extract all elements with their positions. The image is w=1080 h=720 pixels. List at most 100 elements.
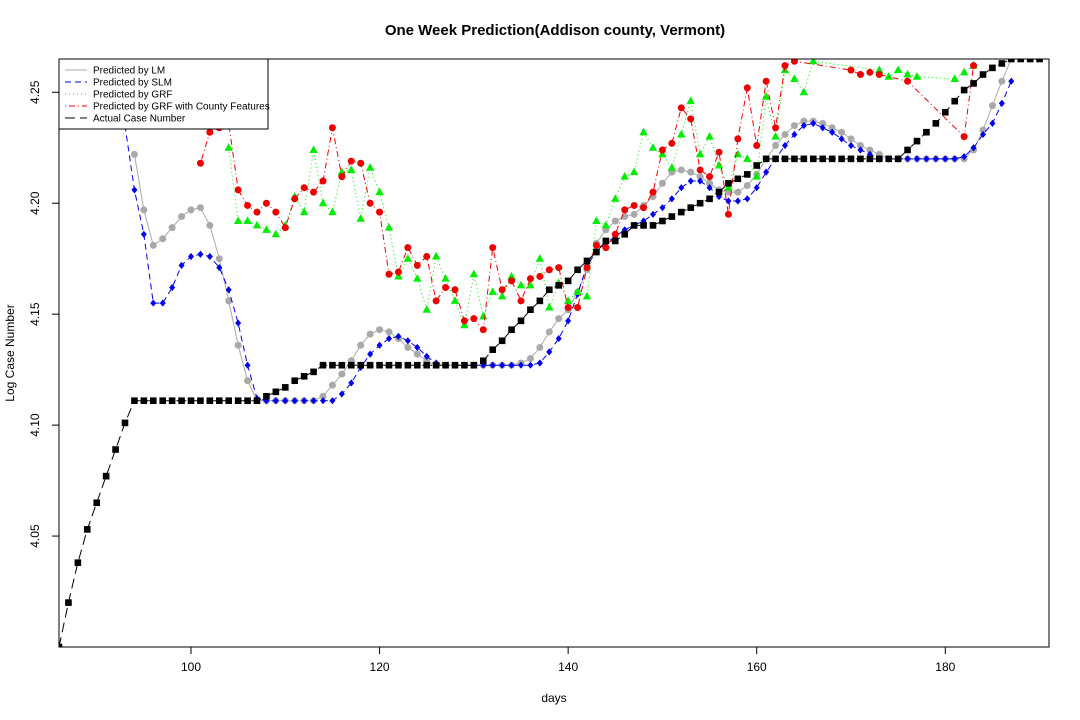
- data-point-predicted-by-slm: [206, 252, 213, 261]
- data-point-actual-case-number: [640, 222, 647, 229]
- data-point-actual-case-number: [753, 162, 761, 169]
- data-point-predicted-by-lm: [225, 297, 233, 305]
- data-point-actual-case-number: [998, 60, 1006, 67]
- data-point-predicted-by-slm: [980, 130, 986, 139]
- data-point-actual-case-number: [291, 377, 299, 385]
- data-point-predicted-by-grf-with-county-features: [470, 315, 478, 323]
- data-point-predicted-by-lm: [206, 221, 214, 229]
- data-point-predicted-by-lm: [196, 204, 204, 212]
- data-point-predicted-by-grf-with-county-features: [460, 317, 468, 325]
- data-point-predicted-by-lm: [178, 213, 186, 221]
- data-point-predicted-by-grf-with-county-features: [668, 139, 676, 147]
- data-point-predicted-by-slm: [310, 397, 317, 405]
- data-point-predicted-by-slm: [140, 230, 147, 238]
- data-point-actual-case-number: [131, 397, 138, 405]
- data-point-actual-case-number: [404, 361, 412, 369]
- data-point-actual-case-number: [74, 559, 82, 566]
- data-point-predicted-by-lm: [215, 255, 223, 263]
- data-point-predicted-by-grf: [252, 220, 262, 229]
- data-point-predicted-by-grf: [620, 172, 629, 180]
- data-point-actual-case-number: [809, 155, 817, 163]
- data-point-predicted-by-grf: [488, 287, 497, 295]
- data-point-predicted-by-slm: [810, 119, 817, 127]
- data-point-actual-case-number: [112, 446, 119, 453]
- series-line-predicted-by-lm: [133, 59, 1012, 402]
- data-point-predicted-by-grf: [450, 296, 460, 304]
- data-point-actual-case-number: [59, 643, 63, 647]
- data-point-predicted-by-lm: [988, 102, 996, 110]
- data-point-actual-case-number: [564, 277, 572, 285]
- data-point-predicted-by-grf: [743, 154, 752, 162]
- data-point-actual-case-number: [432, 361, 440, 369]
- data-point-predicted-by-slm: [338, 390, 345, 398]
- data-point-predicted-by-grf: [347, 165, 356, 173]
- data-point-predicted-by-slm: [951, 155, 958, 163]
- data-point-predicted-by-grf-with-county-features: [734, 135, 742, 143]
- data-point-predicted-by-lm: [630, 210, 638, 218]
- data-point-actual-case-number: [357, 361, 365, 369]
- data-point-predicted-by-grf: [884, 72, 893, 80]
- data-point-actual-case-number: [149, 397, 157, 405]
- series-layer: [59, 59, 1043, 647]
- data-point-actual-case-number: [932, 120, 940, 127]
- data-point-predicted-by-slm: [753, 184, 760, 192]
- data-point-predicted-by-grf: [309, 145, 318, 153]
- data-point-predicted-by-grf: [516, 280, 526, 289]
- data-point-predicted-by-slm: [678, 184, 685, 192]
- data-point-actual-case-number: [555, 282, 563, 289]
- data-point-predicted-by-grf: [875, 65, 884, 74]
- legend-item-predicted-by-slm: Predicted by SLM: [65, 78, 172, 89]
- data-point-actual-case-number: [489, 346, 497, 353]
- data-point-predicted-by-grf: [271, 229, 281, 238]
- data-point-actual-case-number: [1017, 59, 1025, 63]
- data-point-predicted-by-grf-with-county-features: [244, 201, 252, 209]
- data-point-predicted-by-lm: [357, 341, 365, 349]
- series-predicted-by-grf-with-county-features: [196, 59, 978, 334]
- data-point-actual-case-number: [385, 361, 393, 369]
- data-point-predicted-by-grf-with-county-features: [394, 268, 402, 276]
- data-point-actual-case-number: [574, 266, 581, 274]
- data-point-predicted-by-grf: [893, 65, 903, 74]
- data-point-predicted-by-grf-with-county-features: [385, 270, 393, 278]
- data-point-predicted-by-grf: [629, 167, 639, 176]
- series-predicted-by-grf: [224, 59, 978, 329]
- data-point-predicted-by-grf-with-county-features: [234, 186, 242, 194]
- data-point-actual-case-number: [140, 397, 148, 405]
- data-point-actual-case-number: [1007, 59, 1015, 63]
- data-point-actual-case-number: [234, 397, 242, 405]
- data-point-predicted-by-lm: [526, 355, 534, 363]
- data-point-actual-case-number: [630, 222, 638, 229]
- series-line-predicted-by-slm: [124, 80, 1012, 402]
- data-point-predicted-by-lm: [696, 173, 704, 181]
- data-point-actual-case-number: [621, 230, 629, 238]
- data-point-actual-case-number: [791, 155, 798, 163]
- data-point-predicted-by-slm: [282, 397, 289, 405]
- data-point-predicted-by-grf-with-county-features: [781, 62, 789, 70]
- data-point-actual-case-number: [583, 257, 591, 265]
- data-point-predicted-by-lm: [658, 179, 666, 187]
- data-point-predicted-by-grf-with-county-features: [479, 326, 487, 334]
- data-point-predicted-by-grf-with-county-features: [526, 275, 534, 283]
- data-point-actual-case-number: [178, 397, 185, 405]
- data-point-predicted-by-grf: [912, 72, 922, 80]
- data-point-actual-case-number: [819, 155, 827, 163]
- data-point-actual-case-number: [300, 372, 308, 380]
- data-point-predicted-by-grf-with-county-features: [574, 304, 582, 312]
- data-point-predicted-by-grf: [384, 223, 394, 231]
- data-point-actual-case-number: [913, 137, 921, 145]
- data-point-predicted-by-slm: [395, 332, 402, 340]
- data-point-actual-case-number: [800, 155, 808, 163]
- data-point-actual-case-number: [338, 361, 346, 369]
- data-point-predicted-by-grf-with-county-features: [432, 297, 440, 305]
- legend-label: Predicted by LM: [93, 66, 165, 77]
- data-point-predicted-by-grf: [375, 187, 384, 196]
- data-point-actual-case-number: [687, 204, 695, 211]
- plot-frame: [58, 58, 1050, 648]
- x-tick-label: 140: [558, 660, 578, 674]
- data-point-predicted-by-grf: [705, 132, 714, 140]
- data-point-predicted-by-grf-with-county-features: [328, 124, 336, 132]
- data-point-predicted-by-grf-with-county-features: [310, 188, 318, 196]
- data-point-predicted-by-lm: [413, 350, 421, 358]
- data-point-predicted-by-slm: [942, 155, 949, 163]
- data-point-predicted-by-grf-with-county-features: [583, 264, 591, 272]
